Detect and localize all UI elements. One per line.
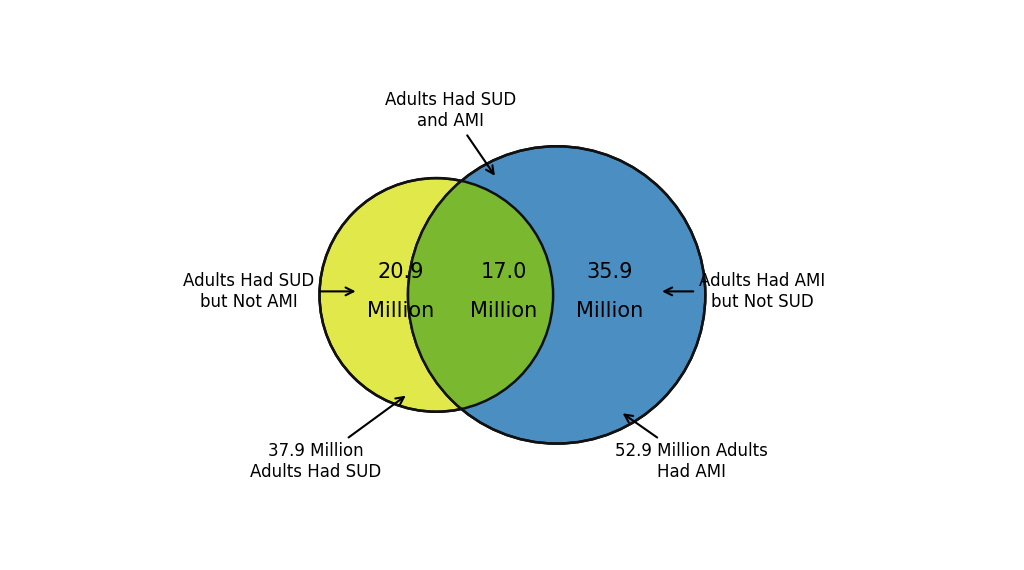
- Text: Million: Million: [577, 301, 643, 321]
- Text: 20.9: 20.9: [378, 262, 424, 282]
- Text: Million: Million: [470, 301, 538, 321]
- Circle shape: [319, 178, 553, 412]
- Text: 17.0: 17.0: [480, 262, 526, 282]
- Text: Million: Million: [368, 301, 434, 321]
- Text: 37.9 Million
Adults Had SUD: 37.9 Million Adults Had SUD: [250, 397, 403, 481]
- Text: Adults Had SUD
and AMI: Adults Had SUD and AMI: [385, 91, 516, 174]
- Text: Adults Had AMI
but Not SUD: Adults Had AMI but Not SUD: [665, 272, 825, 311]
- Circle shape: [319, 178, 553, 412]
- Text: 35.9: 35.9: [587, 262, 633, 282]
- Text: Adults Had SUD
but Not AMI: Adults Had SUD but Not AMI: [183, 272, 353, 311]
- Circle shape: [408, 146, 706, 443]
- Text: 52.9 Million Adults
Had AMI: 52.9 Million Adults Had AMI: [614, 414, 768, 481]
